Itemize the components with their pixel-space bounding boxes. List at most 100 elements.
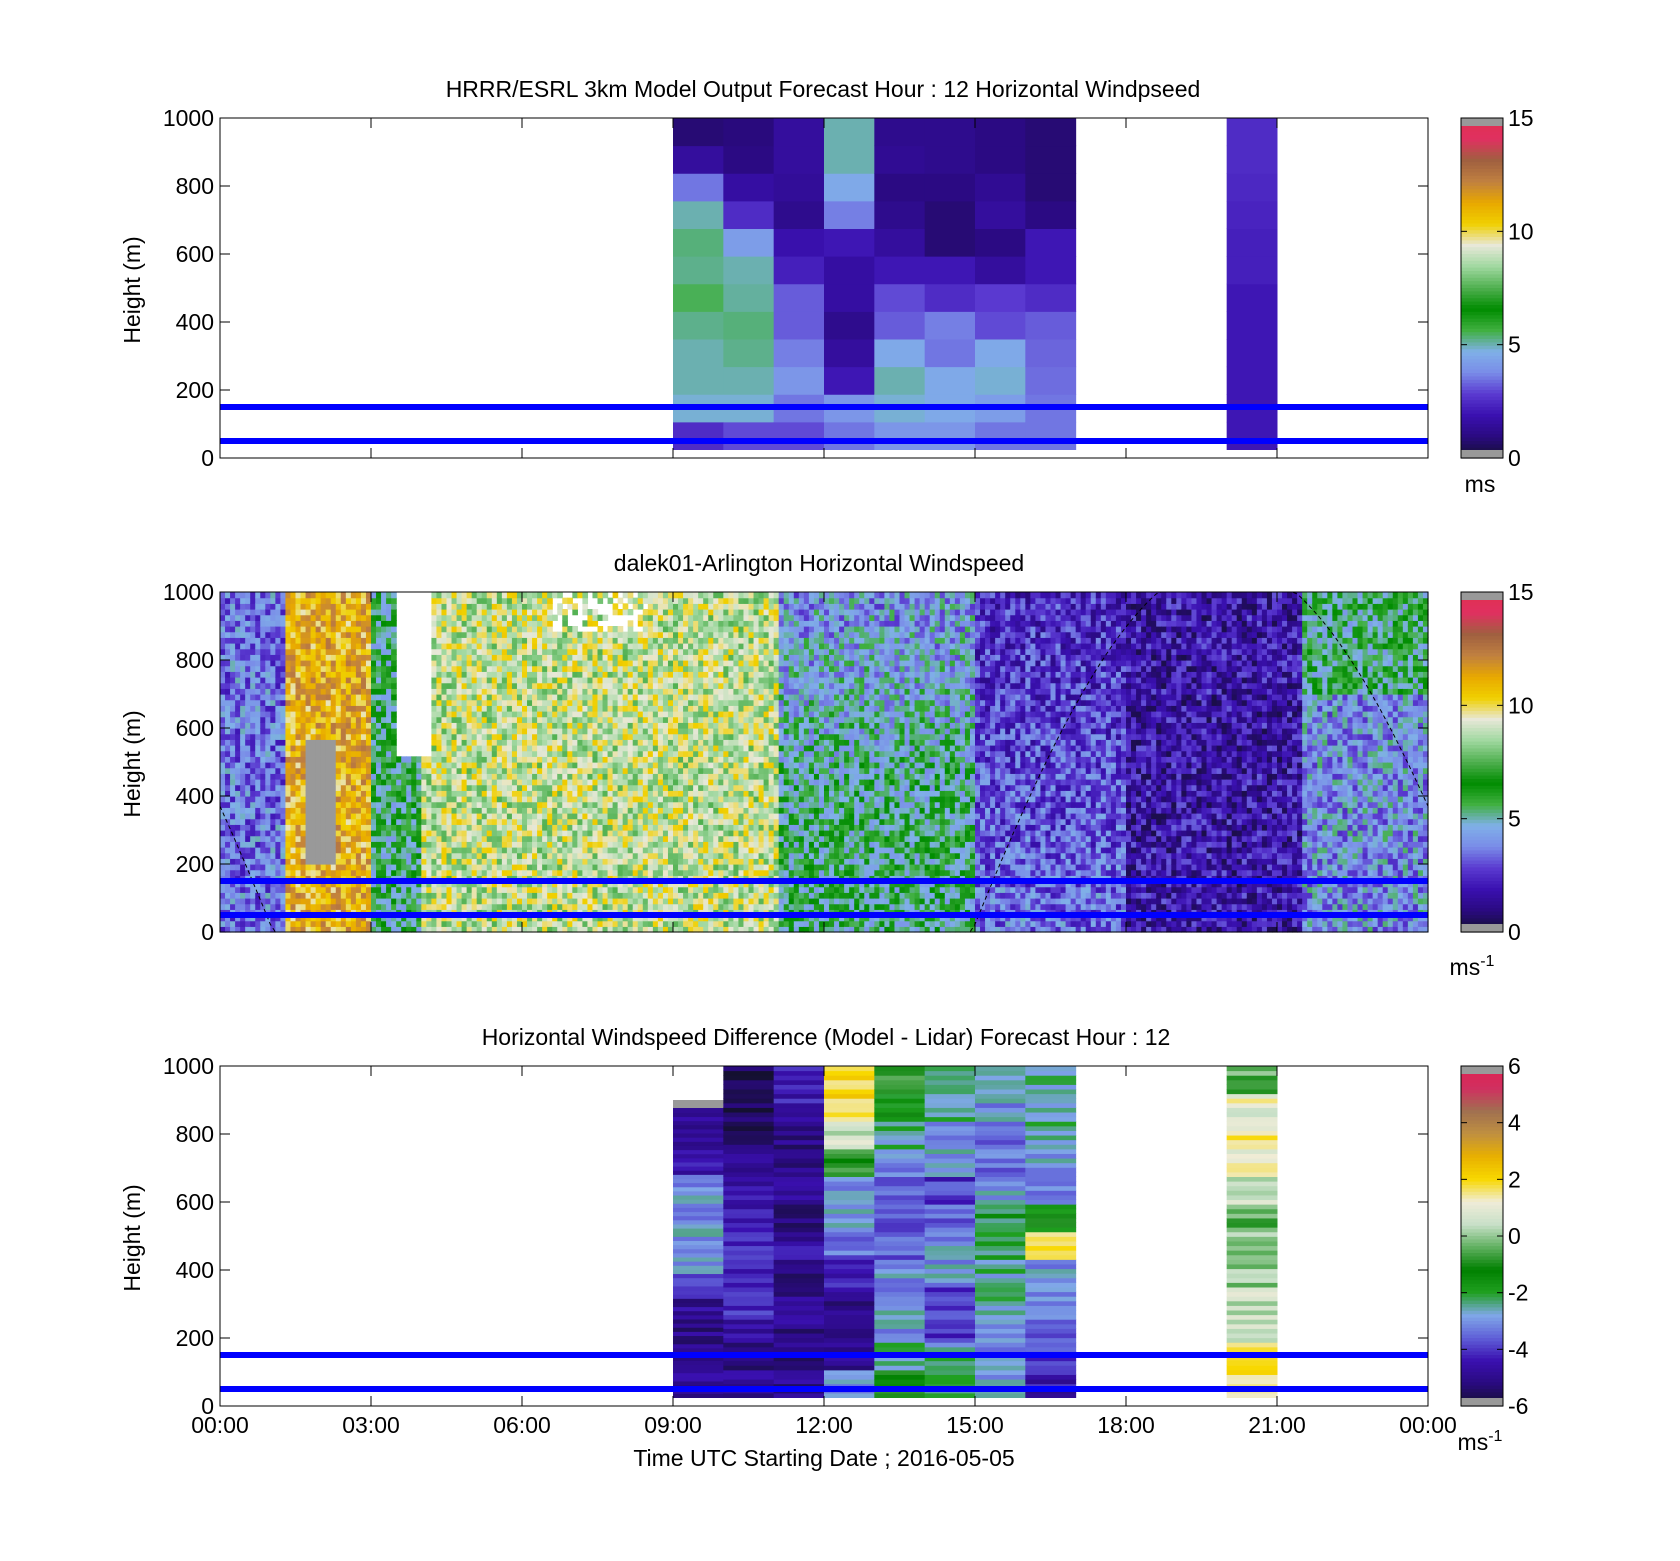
lidar-cell [310,739,317,746]
lidar-cell [587,671,594,678]
lidar-cell [542,716,548,723]
lidar-cell [330,739,337,746]
lidar-cell [592,694,599,701]
lidar-cell [441,660,448,667]
lidar-cell [532,756,538,763]
lidar-cell [612,648,619,655]
lidar-cell [320,830,327,837]
lidar-cell [285,597,292,604]
lidar-cell [522,858,528,865]
lidar-cell [225,790,231,797]
lidar-cell [582,665,589,672]
lidar-cell [355,750,362,757]
lidar-cell [632,824,639,831]
lidar-cell [355,631,362,638]
lidar-cell [506,818,513,825]
lidar-cell [617,711,624,718]
lidar-cell [391,603,397,610]
lidar-cell [506,813,513,820]
lidar-cell [627,677,634,684]
lidar-cell [461,869,468,876]
lidar-cell [476,920,483,927]
lidar-cell [431,620,438,627]
lidar-cell [230,677,236,684]
lidar-cell [481,818,488,825]
lidar-cell [431,592,438,599]
lidar-cell [527,784,533,791]
lidar-cell [240,631,246,638]
lidar-cell [491,739,498,746]
colorbar-swatch [1461,203,1503,207]
lidar-cell [406,813,412,820]
lidar-cell [466,682,473,689]
lidar-cell [627,728,634,735]
lidar-cell [265,801,271,808]
lidar-cell [340,869,347,876]
lidar-cell [461,790,468,797]
lidar-cell [542,881,548,888]
lidar-cell [401,813,407,820]
lidar-cell [345,654,352,661]
lidar-cell [381,892,387,899]
lidar-cell [365,745,372,752]
lidar-cell [381,637,387,644]
lidar-cell [270,711,276,718]
lidar-cell [527,892,533,899]
lidar-cell [476,835,483,842]
lidar-cell [486,688,493,695]
colorbar-swatch [1461,274,1503,279]
lidar-cell [607,869,614,876]
lidar-cell [275,671,281,678]
lidar-cell [632,847,639,854]
lidar-cell [305,699,312,706]
lidar-cell [552,784,558,791]
lidar-cell [371,609,377,616]
lidar-cell [481,728,488,735]
lidar-cell [456,813,463,820]
lidar-cell [491,603,498,610]
lidar-cell [617,728,624,735]
lidar-cell [496,682,503,689]
lidar-cell [516,858,523,865]
lidar-cell [225,864,231,871]
lidar-cell [320,609,327,616]
lidar-cell [270,835,276,842]
lidar-cell [431,756,438,763]
lidar-cell [340,728,347,735]
lidar-cell [547,654,553,661]
lidar-cell [461,620,468,627]
lidar-cell [265,779,271,786]
lidar-cell [522,705,528,712]
lidar-cell [557,824,563,831]
lidar-cell [557,603,563,610]
lidar-cell [285,852,292,859]
lidar-cell [330,716,337,723]
lidar-cell [557,705,563,712]
lidar-cell [300,886,307,893]
colorbar-swatch [1461,131,1503,136]
lidar-cell [542,790,548,797]
colorbar-swatch [1461,206,1503,211]
lidar-cell [360,892,367,899]
lidar-cell [582,631,589,638]
lidar-cell [300,694,307,701]
lidar-cell [416,858,422,865]
lidar-cell [597,886,604,893]
lidar-cell [451,733,458,740]
lidar-cell [562,767,568,774]
lidar-cell [562,614,568,621]
lidar-cell [527,762,533,769]
lidar-cell [225,648,231,655]
lidar-cell [486,620,493,627]
lidar-cell [391,654,397,661]
lidar-cell [290,858,297,865]
lidar-cell [562,654,568,661]
lidar-cell [340,699,347,706]
lidar-cell [340,801,347,808]
lidar-cell [542,614,548,621]
lidar-cell [225,733,231,740]
lidar-cell [557,898,563,905]
lidar-cell [446,620,453,627]
lidar-cell [225,852,231,859]
lidar-cell [330,835,337,842]
